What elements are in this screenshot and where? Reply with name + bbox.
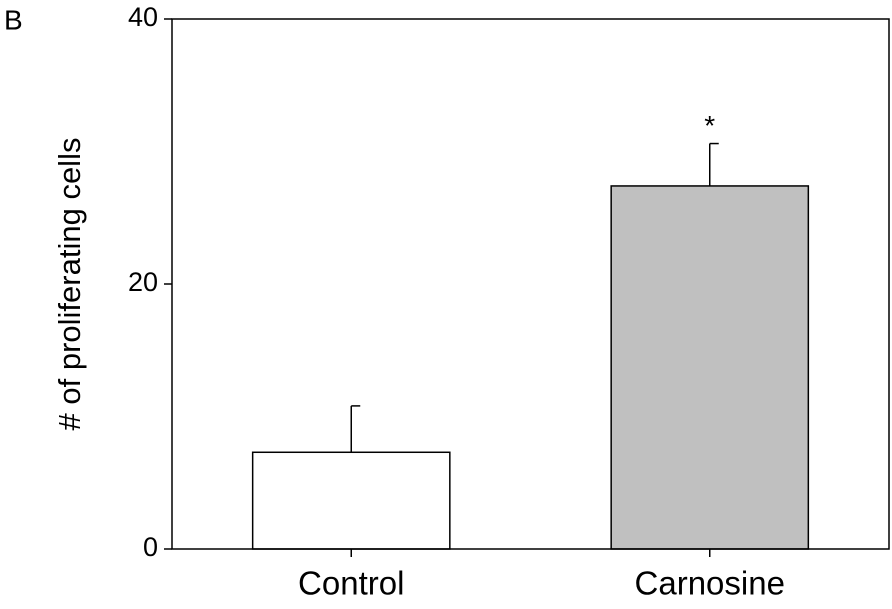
y-tick-label: 40 xyxy=(128,2,158,32)
plot-frame xyxy=(171,18,890,550)
panel-label: B xyxy=(4,4,23,35)
bar xyxy=(610,185,810,550)
x-tick-label: Control xyxy=(298,565,404,602)
bar xyxy=(251,451,451,550)
x-tick-label: Carnosine xyxy=(635,565,785,602)
y-tick-label: 20 xyxy=(128,267,158,297)
y-tick-label: 0 xyxy=(143,532,158,562)
annotation: * xyxy=(704,110,715,141)
y-axis-label: # of proliferating cells xyxy=(52,138,87,431)
